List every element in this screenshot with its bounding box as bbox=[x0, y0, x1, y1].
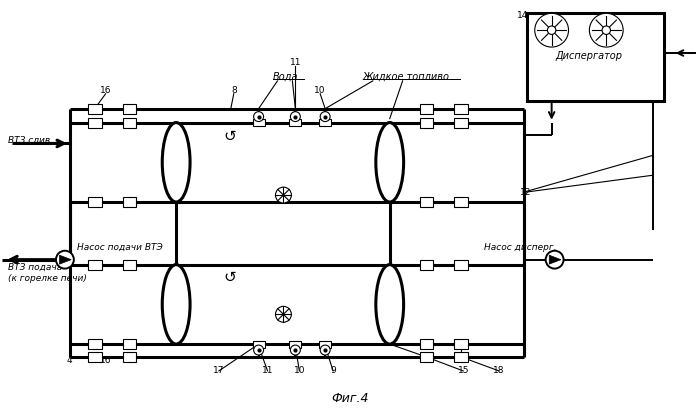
Bar bbox=[419, 260, 433, 269]
Bar bbox=[88, 197, 102, 207]
Bar bbox=[319, 341, 331, 347]
Bar bbox=[290, 119, 302, 126]
Circle shape bbox=[276, 306, 291, 322]
Circle shape bbox=[290, 345, 300, 355]
Bar bbox=[419, 352, 433, 362]
Polygon shape bbox=[59, 255, 71, 264]
Circle shape bbox=[589, 13, 623, 47]
Text: Диспергатор: Диспергатор bbox=[555, 51, 622, 61]
Text: 16: 16 bbox=[100, 357, 112, 365]
Bar bbox=[88, 104, 102, 114]
Bar bbox=[319, 119, 331, 126]
Text: Фиг.4: Фиг.4 bbox=[332, 392, 369, 405]
Text: ↺: ↺ bbox=[223, 270, 236, 285]
Bar bbox=[454, 104, 468, 114]
Text: 4: 4 bbox=[67, 357, 73, 365]
Circle shape bbox=[276, 187, 291, 203]
Bar bbox=[454, 352, 468, 362]
Text: (к горелке печи): (к горелке печи) bbox=[8, 274, 87, 283]
Circle shape bbox=[253, 112, 264, 122]
Bar bbox=[123, 352, 136, 362]
Bar bbox=[454, 260, 468, 269]
Circle shape bbox=[535, 13, 569, 47]
Bar bbox=[419, 339, 433, 349]
Text: 11: 11 bbox=[290, 58, 301, 68]
Text: 16: 16 bbox=[100, 86, 112, 95]
Circle shape bbox=[253, 345, 264, 355]
Bar bbox=[454, 197, 468, 207]
Bar bbox=[176, 265, 389, 344]
Bar bbox=[176, 123, 389, 202]
Circle shape bbox=[602, 26, 611, 35]
Bar bbox=[123, 339, 136, 349]
Ellipse shape bbox=[376, 265, 403, 344]
Text: Вода: Вода bbox=[272, 72, 298, 82]
Circle shape bbox=[547, 26, 556, 35]
Text: Насос дисперг.: Насос дисперг. bbox=[484, 243, 556, 252]
Text: Жидкое топливо: Жидкое топливо bbox=[363, 72, 450, 82]
Circle shape bbox=[320, 345, 330, 355]
Ellipse shape bbox=[162, 265, 190, 344]
Text: 9: 9 bbox=[330, 367, 336, 375]
Text: Насос подачи ВТЭ: Насос подачи ВТЭ bbox=[77, 243, 163, 252]
Circle shape bbox=[56, 251, 74, 269]
Bar bbox=[123, 197, 136, 207]
Bar bbox=[454, 339, 468, 349]
Bar bbox=[123, 104, 136, 114]
Text: ВТЗ подача: ВТЗ подача bbox=[8, 263, 63, 272]
Bar bbox=[88, 339, 102, 349]
Bar bbox=[253, 119, 265, 126]
Text: 15: 15 bbox=[457, 367, 469, 375]
Bar bbox=[88, 260, 102, 269]
Ellipse shape bbox=[376, 123, 403, 202]
Bar bbox=[290, 341, 302, 347]
Text: 12: 12 bbox=[520, 188, 531, 196]
Bar bbox=[88, 352, 102, 362]
Circle shape bbox=[546, 251, 563, 269]
Bar bbox=[527, 13, 664, 101]
Bar bbox=[123, 118, 136, 128]
Text: ВТЗ слив: ВТЗ слив bbox=[8, 136, 50, 145]
Circle shape bbox=[320, 112, 330, 122]
Bar bbox=[419, 197, 433, 207]
Text: 11: 11 bbox=[262, 367, 274, 375]
Text: ↺: ↺ bbox=[223, 129, 236, 144]
Circle shape bbox=[290, 112, 300, 122]
Text: 14: 14 bbox=[517, 11, 528, 20]
Text: 10: 10 bbox=[294, 367, 305, 375]
Text: 10: 10 bbox=[314, 86, 326, 95]
Text: 8: 8 bbox=[231, 86, 237, 95]
Bar bbox=[419, 118, 433, 128]
Text: 18: 18 bbox=[493, 367, 505, 375]
Bar bbox=[88, 118, 102, 128]
Bar bbox=[253, 341, 265, 347]
Bar bbox=[419, 104, 433, 114]
Text: 17: 17 bbox=[213, 367, 225, 375]
Ellipse shape bbox=[162, 123, 190, 202]
Polygon shape bbox=[549, 255, 561, 264]
Bar bbox=[123, 260, 136, 269]
Bar bbox=[454, 118, 468, 128]
